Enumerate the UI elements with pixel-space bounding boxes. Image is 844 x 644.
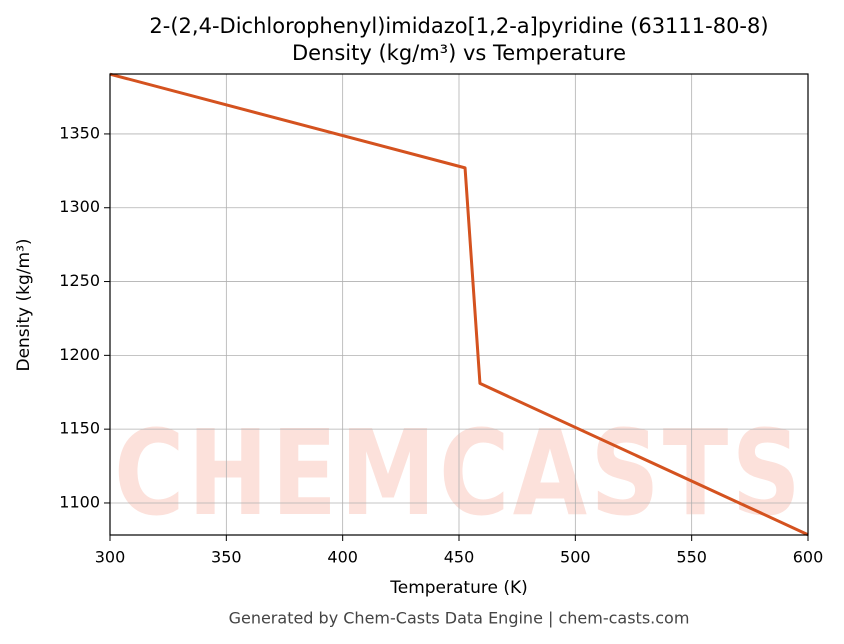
chart-subtitle: Density (kg/m³) vs Temperature — [292, 41, 626, 65]
y-tick-label: 1300 — [59, 197, 100, 216]
plot-frame — [109, 73, 809, 536]
x-tick-label: 450 — [444, 548, 475, 567]
y-tick-label: 1100 — [59, 492, 100, 511]
footer: Generated by Chem-Casts Data Engine | ch… — [229, 609, 690, 628]
x-tick-label: 550 — [676, 548, 707, 567]
data-line — [109, 72, 809, 537]
chart-title: 2-(2,4-Dichlorophenyl)imidazo[1,2-a]pyri… — [149, 14, 768, 38]
y-axis-label: Density (kg/m³) — [14, 238, 34, 371]
x-tick-label: 350 — [211, 548, 242, 567]
y-tick-label: 1200 — [59, 345, 100, 364]
x-tick-label: 300 — [95, 548, 126, 567]
x-tick-label: 600 — [793, 548, 824, 567]
x-tick-label: 400 — [327, 548, 358, 567]
y-tick-label: 1250 — [59, 271, 100, 290]
x-axis-label: Temperature (K) — [389, 578, 528, 598]
y-tick-label: 1350 — [59, 123, 100, 142]
watermark: CHEMCASTS — [114, 404, 804, 542]
x-tick-label: 500 — [560, 548, 591, 567]
y-tick-label: 1150 — [59, 419, 100, 438]
